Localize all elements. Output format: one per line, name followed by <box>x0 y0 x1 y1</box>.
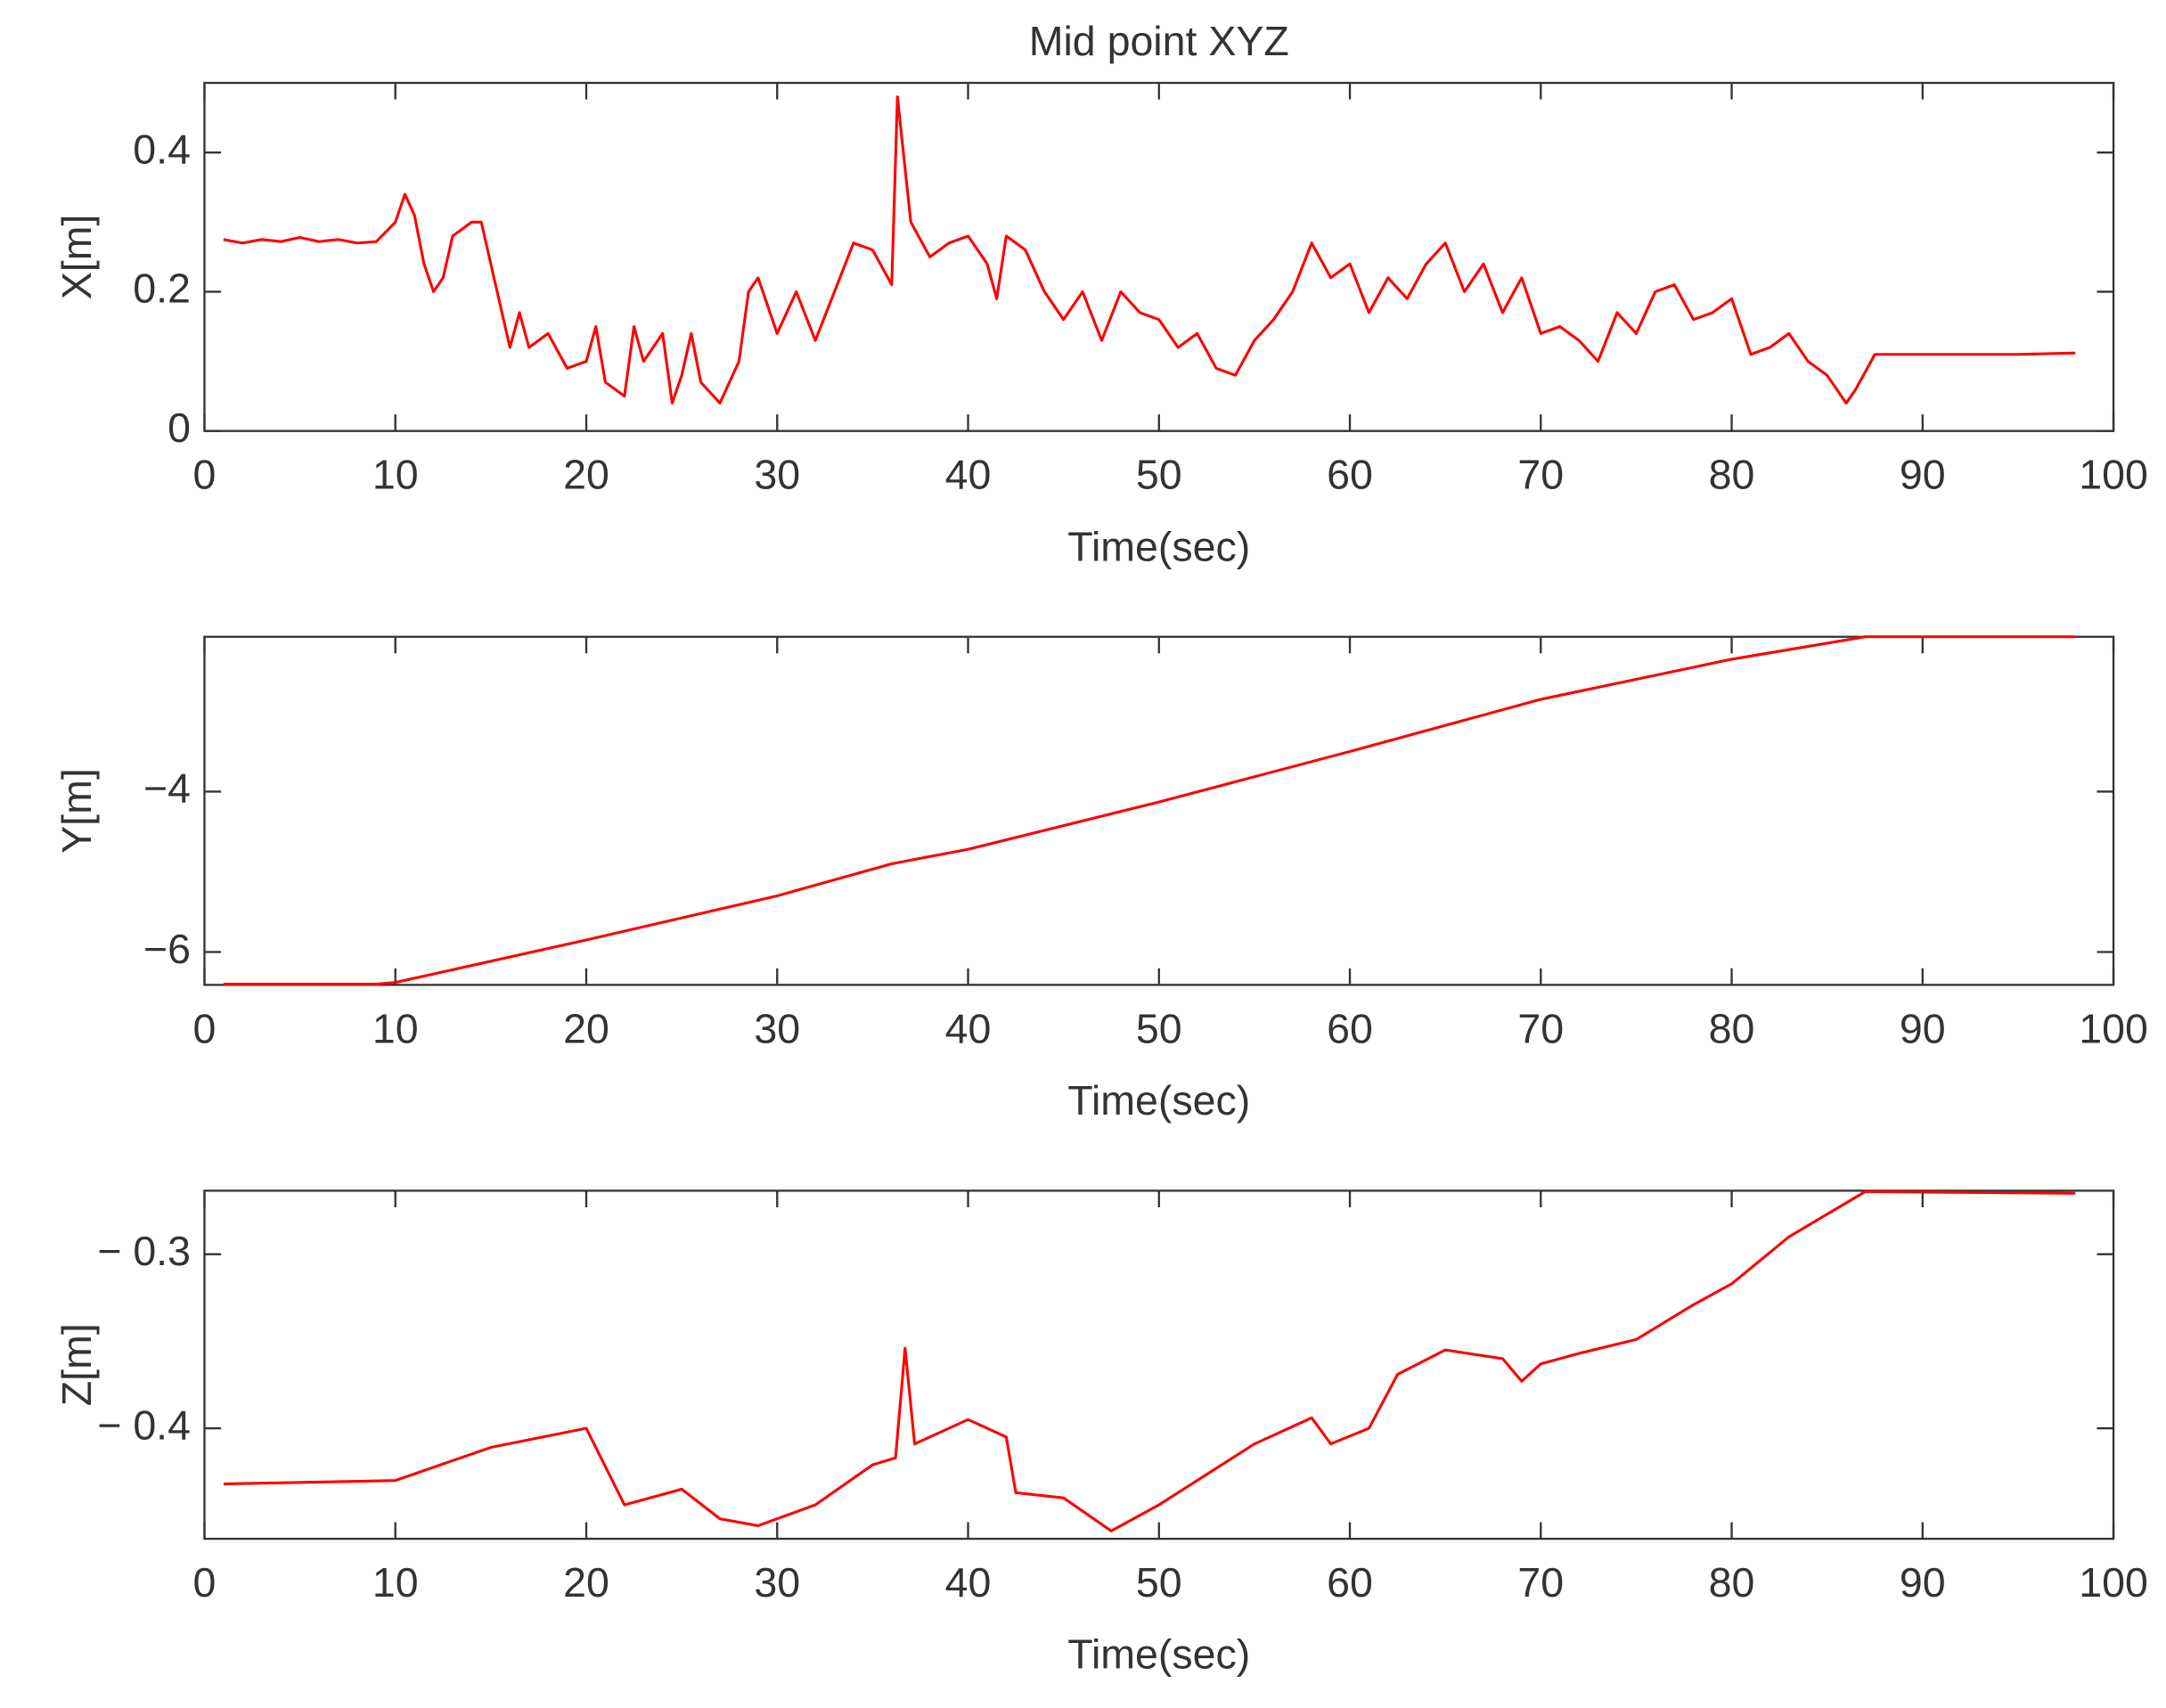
x-tick-label: 0 <box>193 1559 217 1606</box>
y-tick-label: −4 <box>143 765 191 812</box>
x-tick-label: 80 <box>1709 452 1755 498</box>
x-tick-label: 30 <box>754 1005 800 1051</box>
x-tick-label: 40 <box>945 1559 992 1606</box>
y-axis-label: X[m] <box>53 215 100 300</box>
x-axis-label: Time(sec) <box>1067 1631 1250 1678</box>
plot-frame <box>203 81 2115 432</box>
x-tick-label: 50 <box>1136 1005 1182 1051</box>
data-line <box>223 95 2076 405</box>
x-tick-label: 70 <box>1517 1005 1564 1051</box>
x-tick-label: 30 <box>754 1559 800 1606</box>
x-axis-label: Time(sec) <box>1067 523 1250 569</box>
x-tick-label: 90 <box>1900 1559 1946 1606</box>
x-tick-label: 100 <box>2079 1559 2148 1606</box>
y-tick-label: −6 <box>143 926 191 972</box>
y-axis-label: Z[m] <box>53 1323 100 1406</box>
x-tick-label: 20 <box>563 1005 609 1051</box>
plot-frame <box>203 1189 2115 1540</box>
y-tick-label: − 0.3 <box>97 1228 191 1274</box>
x-tick-label: 50 <box>1136 452 1182 498</box>
x-tick-label: 90 <box>1900 452 1946 498</box>
x-tick-label: 100 <box>2079 452 2148 498</box>
x-axis-label: Time(sec) <box>1067 1077 1250 1124</box>
x-tick-label: 60 <box>1327 1559 1373 1606</box>
x-tick-label: 70 <box>1517 1559 1564 1606</box>
x-tick-label: 10 <box>372 1005 419 1051</box>
plot-frame <box>203 635 2115 986</box>
x-tick-label: 10 <box>372 452 419 498</box>
y-tick-label: 0 <box>168 405 191 451</box>
x-tick-label: 30 <box>754 452 800 498</box>
x-tick-label: 60 <box>1327 1005 1373 1051</box>
y-tick-label: 0.4 <box>133 126 191 172</box>
chart-title: Mid point XYZ <box>1029 18 1289 64</box>
x-tick-label: 80 <box>1709 1005 1755 1051</box>
data-line <box>223 635 2076 986</box>
x-tick-label: 20 <box>563 452 609 498</box>
x-tick-label: 0 <box>193 1005 217 1051</box>
x-tick-label: 70 <box>1517 452 1564 498</box>
x-tick-label: 60 <box>1327 452 1373 498</box>
x-tick-label: 20 <box>563 1559 609 1606</box>
y-tick-label: − 0.4 <box>97 1402 191 1448</box>
x-tick-label: 50 <box>1136 1559 1182 1606</box>
x-tick-label: 40 <box>945 452 992 498</box>
data-line <box>223 1189 2076 1532</box>
y-axis-label: Y[m] <box>53 768 100 854</box>
y-tick-label: 0.2 <box>133 266 191 312</box>
x-tick-label: 40 <box>945 1005 992 1051</box>
x-tick-label: 0 <box>193 452 217 498</box>
x-tick-label: 90 <box>1900 1005 1946 1051</box>
x-tick-label: 100 <box>2079 1005 2148 1051</box>
x-tick-label: 80 <box>1709 1559 1755 1606</box>
x-tick-label: 10 <box>372 1559 419 1606</box>
